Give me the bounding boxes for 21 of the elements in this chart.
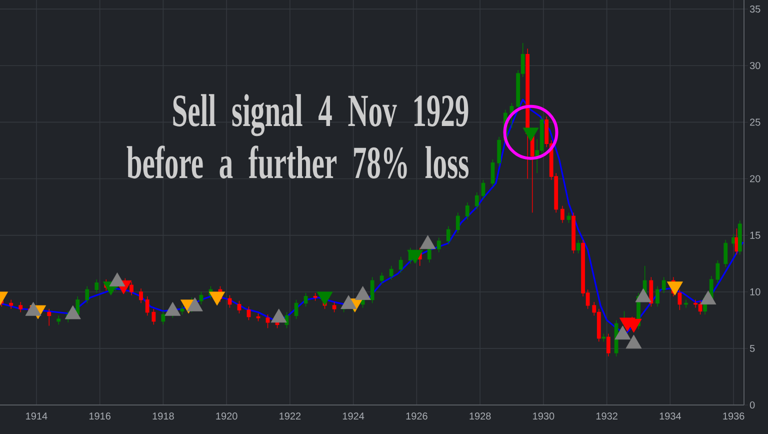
y-tick-label: 15 xyxy=(750,232,760,239)
y-tick-label: 0 xyxy=(750,401,755,409)
y-tick-label: 10 xyxy=(750,288,760,296)
x-tick-label: 1928 xyxy=(470,412,491,420)
y-tick-label: 20 xyxy=(750,175,760,182)
x-tick-label: 1932 xyxy=(596,412,618,420)
x-tick-label: 1930 xyxy=(533,412,554,420)
x-tick-label: 1924 xyxy=(342,412,364,420)
x-tick-label: 1936 xyxy=(723,412,744,420)
x-tick-label: 1922 xyxy=(280,412,301,420)
x-tick-label: 1918 xyxy=(152,412,174,420)
y-tick-label: 30 xyxy=(750,62,760,70)
annotation: Sell signal 4 Nov 1929 before a further 78% loss xyxy=(126,94,469,179)
x-tick-label: 1934 xyxy=(660,412,682,420)
x-tick-label: 1920 xyxy=(216,412,238,420)
x-tick-label: 1914 xyxy=(26,412,48,420)
x-tick-label: 1916 xyxy=(89,412,110,420)
y-tick-label: 5 xyxy=(750,344,755,352)
y-tick-label: 35 xyxy=(750,6,760,13)
y-tick-label: 25 xyxy=(750,118,760,126)
x-tick-label: 1926 xyxy=(406,412,428,420)
